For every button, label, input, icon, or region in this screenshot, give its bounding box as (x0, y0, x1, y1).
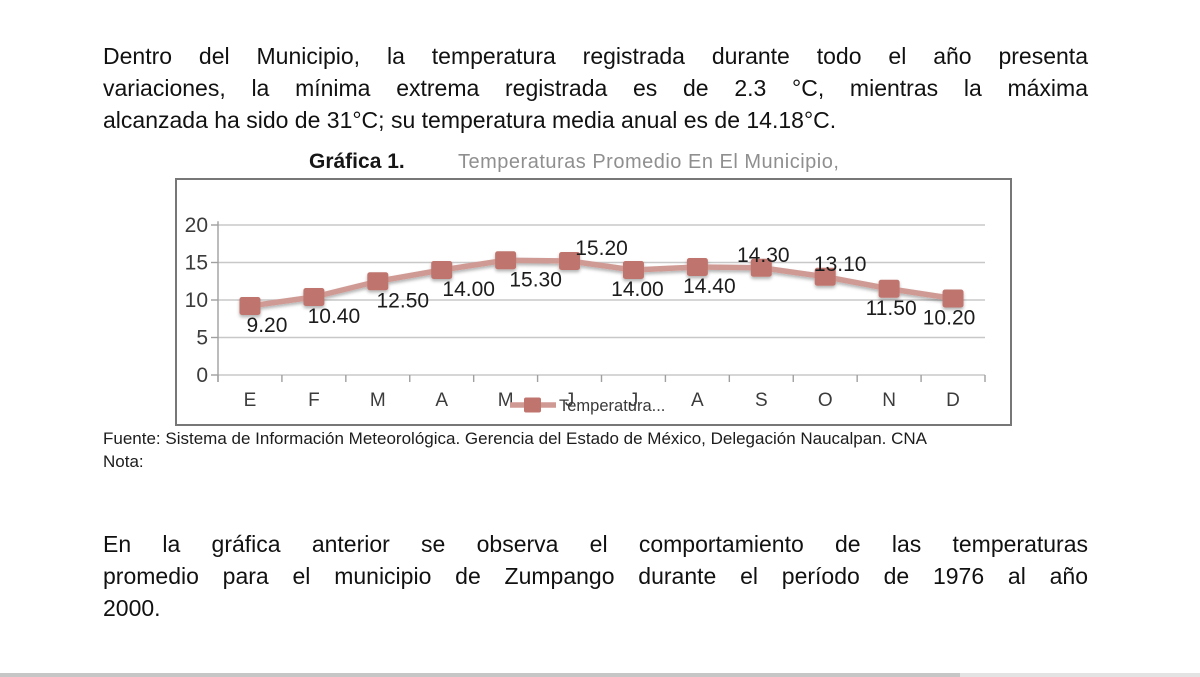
svg-text:14.40: 14.40 (683, 275, 736, 298)
svg-text:11.50: 11.50 (866, 297, 917, 320)
legend: Temperatura... (510, 397, 665, 415)
svg-text:14.00: 14.00 (611, 278, 664, 301)
svg-text:10.40: 10.40 (308, 305, 361, 328)
svg-text:12.50: 12.50 (377, 289, 430, 312)
series-markers (239, 251, 964, 315)
svg-text:15.20: 15.20 (575, 237, 628, 260)
svg-text:10.20: 10.20 (923, 307, 976, 330)
svg-text:9.20: 9.20 (247, 314, 288, 337)
gridlines (211, 221, 985, 382)
figure-title: Temperaturas Promedio En El Municipio, (458, 151, 840, 173)
svg-text:5: 5 (196, 327, 208, 350)
paragraph-line: En la gráfica anterior se observa el com… (103, 531, 1088, 557)
x-axis-ticks (217, 375, 986, 382)
svg-text:N: N (882, 390, 896, 411)
svg-text:M: M (370, 390, 386, 411)
svg-text:20: 20 (185, 214, 208, 237)
horizontal-scrollbar-track[interactable] (0, 673, 1200, 677)
svg-text:14.30: 14.30 (737, 244, 790, 267)
figure-caption: Gráfica 1. Temperaturas Promedio En El M… (0, 150, 1200, 178)
svg-text:D: D (946, 390, 960, 411)
paragraph-line: alcanzada ha sido de 31°C; su temperatur… (103, 107, 837, 133)
note-label: Nota: (103, 451, 144, 471)
svg-text:J: J (629, 390, 639, 411)
source-block: Fuente: Sistema de Información Meteoroló… (103, 428, 1103, 473)
horizontal-scrollbar-thumb[interactable] (0, 673, 960, 677)
svg-text:E: E (244, 390, 257, 411)
svg-text:0: 0 (196, 364, 208, 387)
series-temperatura (239, 251, 964, 315)
svg-text:F: F (308, 390, 320, 411)
svg-text:S: S (755, 390, 768, 411)
svg-text:A: A (435, 390, 448, 411)
svg-text:10: 10 (185, 289, 208, 312)
closing-paragraph: En la gráfica anterior se observa el com… (103, 528, 1088, 624)
paragraph-line: 2000. (103, 595, 161, 621)
svg-text:Temperatura...: Temperatura... (559, 397, 665, 415)
svg-text:M: M (498, 390, 514, 411)
intro-paragraph: Dentro del Municipio, la temperatura reg… (103, 40, 1088, 136)
svg-text:13.10: 13.10 (814, 253, 867, 276)
svg-text:O: O (818, 390, 833, 411)
y-axis-labels: 0 5 10 15 20 (185, 214, 208, 387)
svg-text:15.30: 15.30 (509, 268, 562, 291)
svg-text:J: J (565, 390, 575, 411)
paragraph-line: promedio para el municipio de Zumpango d… (103, 563, 1088, 589)
svg-text:A: A (691, 390, 704, 411)
svg-text:15: 15 (185, 252, 208, 275)
source-line: Fuente: Sistema de Información Meteoroló… (103, 429, 927, 448)
chart-canvas: 0 5 10 15 20 E F M A M J J A S O N D 9.20 10.40 12.50 14.00 1… (185, 214, 986, 415)
paragraph-line: Dentro del Municipio, la temperatura reg… (103, 43, 1088, 69)
paragraph-line: variaciones, la mínima extrema registrad… (103, 75, 1088, 101)
figure-label: Gráfica 1. (309, 150, 405, 173)
temperature-line-chart: 0 5 10 15 20 E F M A M J J A S O N D 9.20 10.40 12.50 14.00 1… (175, 178, 1012, 426)
svg-text:14.00: 14.00 (442, 278, 495, 301)
